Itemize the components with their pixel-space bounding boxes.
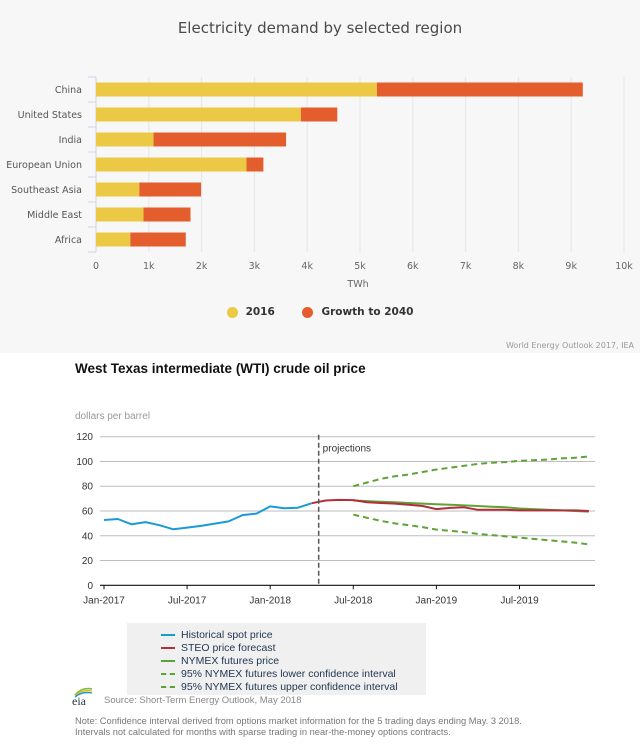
legend-label-2016: 2016: [245, 306, 275, 318]
legend-item-historical[interactable]: Historical spot price: [161, 629, 273, 641]
x-tick-label: Jan-2019: [416, 595, 458, 606]
wti-chart-title: West Texas intermediate (WTI) crude oil …: [75, 361, 366, 376]
category-labels: China United States India European Union Sou…: [6, 85, 82, 246]
electricity-bar-chart: China United States India European Union Sou…: [6, 76, 633, 290]
electricity-legend: 2016 Growth to 2040: [0, 306, 640, 321]
x-ticks: Jan-2017 Jul-2017 Jan-2018 Jul-2018 Jan-2019…: [83, 584, 595, 606]
x-tick-label: 8k: [513, 261, 525, 272]
note-line-1: Note: Confidence interval derived from o…: [75, 716, 522, 726]
x-tick-label: 10k: [615, 261, 633, 272]
y-tick-label: 120: [76, 432, 93, 443]
x-tick-label: 0: [93, 261, 99, 272]
y-axis-label: dollars per barrel: [75, 411, 151, 422]
category-label: Middle East: [27, 210, 82, 221]
legend-label-upper-ci: 95% NYMEX futures upper confidence inter…: [181, 681, 398, 693]
x-axis-label: TWh: [346, 279, 368, 290]
x-tick-label: 7k: [460, 261, 472, 272]
x-tick-label: 1k: [143, 261, 155, 272]
legend-swatch-lower-ci: [161, 673, 175, 675]
bar-africa-2016[interactable]: [96, 232, 131, 247]
y-tick-label: 20: [82, 556, 94, 567]
bar-india-2016[interactable]: [96, 132, 154, 147]
bars: [96, 82, 583, 247]
y-tick-label: 60: [82, 507, 94, 518]
bar-china-2016[interactable]: [96, 82, 377, 97]
x-tick-label: 9k: [565, 261, 577, 272]
bar-middle-east-2016[interactable]: [96, 207, 144, 222]
bar-southeast-asia-growth[interactable]: [139, 182, 202, 197]
legend-item-2016[interactable]: 2016: [226, 306, 275, 318]
x-tick-label: Jan-2018: [249, 595, 291, 606]
bar-africa-growth[interactable]: [130, 232, 186, 247]
y-tick-label: 0: [87, 581, 93, 592]
bar-middle-east-growth[interactable]: [143, 207, 191, 222]
wti-legend: Historical spot price STEO price forecas…: [127, 623, 426, 695]
legend-item-nymex[interactable]: NYMEX futures price: [161, 655, 279, 667]
x-tick-label: 5k: [354, 261, 366, 272]
bar-china-growth[interactable]: [376, 82, 583, 97]
legend-dot-growth: [302, 306, 314, 318]
note-line-2: Intervals not calculated for months with…: [75, 727, 451, 737]
legend-item-growth[interactable]: Growth to 2040: [302, 306, 413, 318]
legend-label-growth: Growth to 2040: [321, 306, 414, 318]
lower-ci-line[interactable]: [353, 513, 589, 546]
legend-item-lower-ci[interactable]: 95% NYMEX futures lower confidence inter…: [161, 668, 396, 680]
steo-forecast-line[interactable]: [311, 498, 589, 512]
series-lines: [103, 455, 589, 546]
y-tick-label: 80: [82, 482, 94, 493]
category-label: China: [55, 85, 82, 96]
x-tick-label: Jul-2017: [168, 595, 207, 606]
x-tick-label: Jan-2017: [83, 595, 125, 606]
category-label: Africa: [55, 235, 82, 246]
eia-logo: eia: [72, 687, 93, 706]
x-tick-label: Jul-2019: [500, 595, 539, 606]
x-tick-label: Jul-2018: [334, 595, 373, 606]
legend-swatch-steo: [161, 647, 175, 649]
legend-item-upper-ci[interactable]: 95% NYMEX futures upper confidence inter…: [161, 681, 398, 693]
category-label: Southeast Asia: [11, 185, 82, 196]
bar-european-union-growth[interactable]: [246, 157, 264, 172]
bar-united-states-2016[interactable]: [96, 107, 301, 122]
legend-label-lower-ci: 95% NYMEX futures lower confidence inter…: [181, 668, 396, 680]
y-tick-label: 100: [76, 457, 93, 468]
legend-item-steo[interactable]: STEO price forecast: [161, 642, 276, 654]
electricity-chart-title: Electricity demand by selected region: [177, 19, 463, 37]
legend-swatch-historical: [161, 634, 175, 636]
y-gridlines: [100, 436, 595, 562]
y-tick-label: 40: [82, 531, 94, 542]
note-text: Note: Confidence interval derived from o…: [75, 716, 635, 738]
bar-southeast-asia-2016[interactable]: [96, 182, 140, 197]
bar-india-growth[interactable]: [153, 132, 287, 147]
legend-swatch-upper-ci: [161, 686, 175, 688]
x-tick-label: 3k: [249, 261, 261, 272]
x-tick-label: 6k: [407, 261, 419, 272]
legend-label-nymex: NYMEX futures price: [181, 655, 280, 667]
source-text: Source: Short-Term Energy Outlook, May 2…: [104, 695, 302, 706]
electricity-credit[interactable]: World Energy Outlook 2017, IEA: [505, 341, 634, 350]
legend-label-steo: STEO price forecast: [181, 642, 276, 654]
legend-swatch-nymex: [161, 660, 175, 662]
historical-spot-line[interactable]: [103, 502, 313, 531]
legend-label-historical: Historical spot price: [181, 629, 273, 641]
category-label: European Union: [6, 160, 82, 171]
category-label: United States: [18, 110, 82, 121]
category-label: India: [59, 135, 82, 146]
y-tick-labels: 0 20 40 60 80 100 120: [76, 432, 93, 592]
x-tick-label: 2k: [196, 261, 208, 272]
upper-ci-line[interactable]: [353, 455, 589, 488]
electricity-chart-panel: [0, 0, 640, 353]
x-tick-label: 4k: [301, 261, 313, 272]
legend-dot-2016: [226, 306, 238, 318]
projections-label: projections: [323, 444, 371, 455]
bar-european-union-2016[interactable]: [96, 157, 247, 172]
eia-logo-text: eia: [72, 694, 87, 706]
x-tick-labels: 0 1k 2k 3k 4k 5k 6k 7k 8k 9k 10k: [93, 261, 633, 272]
bar-united-states-growth[interactable]: [300, 107, 338, 122]
